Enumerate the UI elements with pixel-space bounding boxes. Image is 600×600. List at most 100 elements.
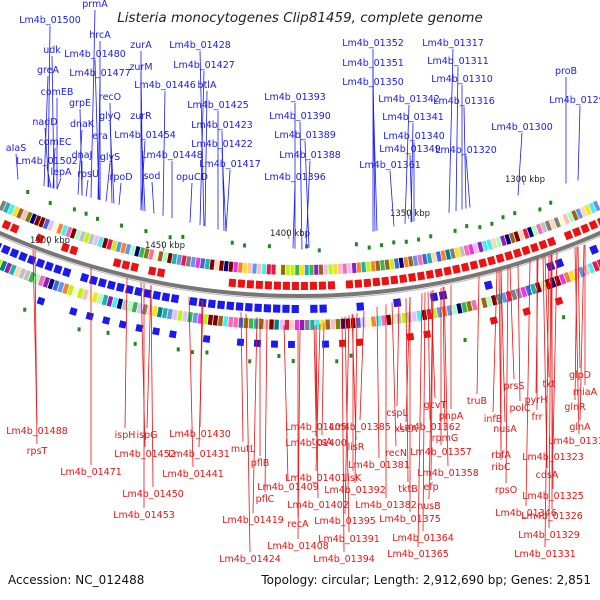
gene-label-top: Lm4b_01422 xyxy=(191,139,253,150)
gene-label-top: dnaJ xyxy=(72,150,93,161)
cog-band-inner xyxy=(280,264,286,275)
gene-label-bottom: Lm4b_01329 xyxy=(518,530,580,541)
gene-label-bottom: Lm4b_01357 xyxy=(410,447,472,458)
cog-band-inner xyxy=(176,254,182,266)
gene-label-top: Lm4b_01311 xyxy=(427,56,489,67)
feature-arrow xyxy=(322,340,330,348)
gene-leader-bottom xyxy=(509,266,515,380)
cog-band-outer xyxy=(182,311,188,322)
gene-label-top: Lm4b_01340 xyxy=(383,131,445,142)
gene-label-top: Lm4b_01417 xyxy=(199,159,261,170)
gene-leader-bottom xyxy=(396,300,400,407)
cog-band-inner xyxy=(394,258,400,269)
gene-label-bottom: Lm4b_01424 xyxy=(219,554,281,565)
cog-band-outer xyxy=(116,298,124,310)
cog-band-inner xyxy=(162,251,169,263)
feature-arrow xyxy=(202,335,211,343)
cog-band-inner xyxy=(458,246,466,257)
gene-label-bottom: cspL xyxy=(386,408,408,419)
forward-gene-arrow xyxy=(26,254,37,266)
cog-band-inner xyxy=(342,263,348,274)
cog-band-outer xyxy=(274,319,279,330)
gc-skew-mark xyxy=(367,245,371,250)
cog-band-inner xyxy=(204,258,210,270)
gene-leader-top xyxy=(221,130,225,232)
gene-leader-top xyxy=(577,105,581,181)
gene-label-top: Lm4b_01390 xyxy=(269,111,331,122)
gene-leader-bottom xyxy=(500,269,506,423)
gene-label-bottom: Lm4b_01325 xyxy=(522,491,584,502)
gene-label-top: aIaS xyxy=(6,143,26,154)
feature-arrow xyxy=(270,340,278,348)
cog-band-outer xyxy=(18,268,27,280)
cog-band-inner xyxy=(157,251,164,262)
scale-label: 1300 kbp xyxy=(505,175,545,185)
reverse-gene-arrow xyxy=(588,219,599,231)
cog-band-outer xyxy=(166,308,173,320)
gene-label-top: Lm4b_01341 xyxy=(382,112,444,123)
cog-band-inner xyxy=(166,252,173,264)
cog-band-outer xyxy=(62,283,70,295)
feature-arrow xyxy=(423,330,432,339)
cog-band-inner xyxy=(526,226,535,238)
cog-band-inner xyxy=(379,260,386,271)
cog-band-outer xyxy=(151,305,158,317)
cog-band-inner xyxy=(490,237,498,249)
gene-leader-top xyxy=(15,153,19,180)
cog-band-inner xyxy=(571,210,579,221)
cog-band-inner xyxy=(247,263,253,274)
cog-band-outer xyxy=(335,318,341,330)
gc-skew-mark xyxy=(429,234,433,239)
cog-band-outer xyxy=(111,297,119,308)
reverse-gene-arrow xyxy=(521,245,531,256)
cog-band-inner xyxy=(106,239,113,250)
topology-stats: Topology: circular; Length: 2,912,690 bp… xyxy=(261,573,591,587)
reverse-gene-arrow xyxy=(452,264,461,274)
cog-band-outer xyxy=(500,292,508,304)
forward-gene-arrow xyxy=(0,244,11,255)
gene-leader-bottom xyxy=(525,260,531,507)
cog-band-outer xyxy=(212,315,219,326)
cog-band-inner xyxy=(233,261,239,273)
reverse-gene-arrow xyxy=(264,281,273,290)
cog-band-inner xyxy=(435,251,442,262)
cog-band-inner xyxy=(261,264,267,275)
gene-label-top: era xyxy=(92,131,108,142)
cog-band-outer xyxy=(32,273,41,285)
genome-backbone xyxy=(0,230,600,299)
cog-band-outer xyxy=(222,316,229,327)
gene-label-bottom: Lm4b_01401 xyxy=(285,473,347,484)
cog-band-outer xyxy=(207,314,214,326)
gene-label-bottom: pnpA xyxy=(439,411,464,422)
cog-band-outer xyxy=(596,259,600,269)
gene-leader-top xyxy=(47,25,51,188)
gene-label-bottom: Lm4b_01385 xyxy=(329,422,391,433)
gene-label-bottom: prsS xyxy=(504,381,525,392)
cog-band-outer xyxy=(253,318,259,329)
gene-leader-top xyxy=(52,147,56,189)
gene-label-bottom: glnA xyxy=(569,422,591,433)
cog-band-inner xyxy=(228,261,234,272)
gene-label-bottom: Lm4b_01402 xyxy=(287,500,349,511)
gene-leader-bottom xyxy=(146,285,152,429)
gene-label-bottom: lisR xyxy=(348,442,365,453)
gc-skew-mark xyxy=(26,190,30,195)
feature-arrow xyxy=(36,296,46,306)
gene-label-bottom: recN xyxy=(385,448,407,459)
cog-band-outer xyxy=(0,260,8,272)
scale-tick xyxy=(406,209,410,220)
cog-band-outer xyxy=(156,306,163,318)
cog-band-inner xyxy=(504,233,512,245)
gene-leader-bottom xyxy=(34,250,38,445)
gc-skew-mark xyxy=(501,215,505,220)
gc-skew-mark xyxy=(144,229,148,234)
cog-band-inner xyxy=(328,264,333,275)
gene-label-top: greA xyxy=(37,65,60,76)
reverse-gene-arrow xyxy=(434,268,443,278)
reverse-gene-arrow xyxy=(381,276,390,286)
feature-arrow xyxy=(85,311,94,321)
gene-leader-top xyxy=(109,121,115,204)
gene-label-bottom: ribC xyxy=(491,462,511,473)
cog-band-inner xyxy=(223,261,229,272)
forward-gene-arrow xyxy=(589,244,599,255)
